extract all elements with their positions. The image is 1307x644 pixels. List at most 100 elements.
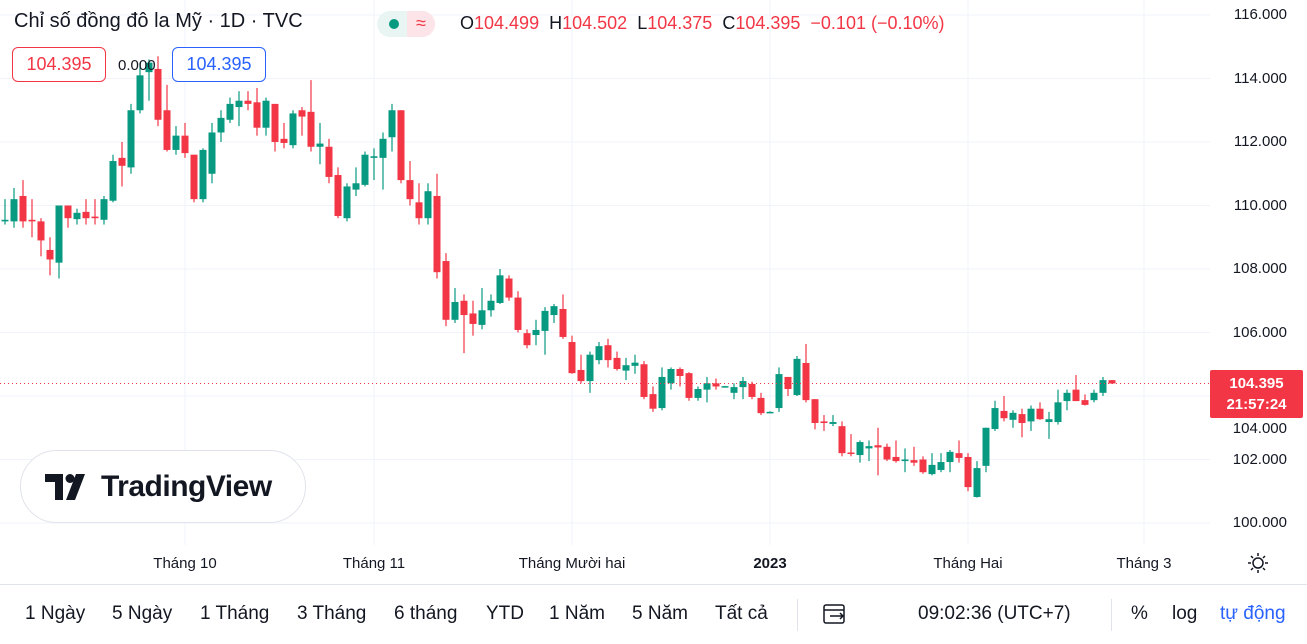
range-1-month[interactable]: 1 Tháng [200,603,270,624]
market-open-dot-icon [389,19,399,29]
candle-body [487,300,495,311]
buy-button[interactable]: 104.395 [172,47,266,82]
candle [892,440,900,463]
candle [1027,405,1035,431]
candle-body [604,345,612,361]
candle [1054,389,1062,425]
candle-body [802,362,810,401]
candle [955,440,963,463]
candle [604,338,612,368]
candle-body [280,138,288,143]
range-3-months[interactable]: 3 Tháng [297,603,367,624]
candle-body [1045,419,1053,423]
candle [658,367,666,411]
candle-body [865,446,873,449]
price-tick-label: 100.000 [1232,514,1287,531]
candle [811,399,819,430]
auto-scale-toggle[interactable]: tự động [1220,603,1286,624]
candle-body [757,397,765,414]
candle-body [82,211,90,219]
candle [343,183,351,222]
range-1-year[interactable]: 1 Năm [549,603,605,624]
candle [946,449,954,473]
time-tick-label: Tháng 11 [342,555,406,572]
candle-body [298,110,306,117]
settings-sun-icon[interactable] [1247,552,1269,574]
candle [910,446,918,466]
candle-body [568,342,576,374]
candle-body [946,451,954,463]
candle-body [190,154,198,200]
candle-body [1027,408,1035,422]
candle-body [244,100,252,104]
symbol-title[interactable]: Chỉ số đồng đô la Mỹ · 1D · TVC [14,10,303,32]
candle [748,381,756,400]
candle-body [658,376,666,409]
candle [622,357,630,381]
candle-body [496,275,504,303]
range-ytd[interactable]: YTD [486,603,524,624]
candle-body [415,202,423,219]
candle-body [154,68,162,120]
candle [838,421,846,457]
candle [307,80,315,152]
clock-timezone[interactable]: 09:02:36 (UTC+7) [918,603,1071,624]
candle-body [1108,380,1116,384]
candle [361,151,369,187]
candle-body [775,374,783,409]
candle-body [181,135,189,154]
candle [982,427,990,473]
tradingview-logo[interactable]: TradingView [20,450,306,523]
candle-body [64,205,72,219]
market-status-pill[interactable]: ≈ [377,11,435,37]
candle-body [748,383,756,397]
candle [577,354,585,384]
candle [442,253,450,327]
candle-body [514,297,522,330]
candle-body [928,464,936,475]
candle-body [217,117,225,133]
candle [964,453,972,492]
candle-body [73,212,81,220]
sell-button[interactable]: 104.395 [12,47,106,82]
candle [10,188,18,228]
candle [370,148,378,181]
candle-body [1018,414,1026,423]
candle-body [91,216,99,219]
range-1-day[interactable]: 1 Ngày [25,603,86,624]
candle [1000,396,1008,422]
candle-body [1,219,9,222]
range-6-months[interactable]: 6 tháng [394,603,458,624]
candle [73,208,81,225]
low-label: L [637,13,648,33]
candle [703,376,711,403]
date-range-icon[interactable] [822,602,848,626]
range-all[interactable]: Tất cả [715,603,768,624]
percent-scale-toggle[interactable]: % [1131,603,1148,624]
candle [1090,389,1098,403]
candle-body [901,459,909,462]
candle-body [451,302,459,320]
candle [550,303,558,323]
candle-body [559,309,567,337]
candle-body [874,445,882,448]
candle-body [937,462,945,470]
bar-countdown: 21:57:24 [1226,396,1287,413]
candle-body [397,110,405,181]
candle-body [991,408,999,430]
candle-body [595,346,603,361]
candle [901,448,909,473]
candlestick-chart[interactable] [0,0,1307,584]
candle [37,218,45,257]
candle [568,335,576,374]
candle [415,183,423,225]
range-5-years[interactable]: 5 Năm [632,603,688,624]
candle [145,59,153,101]
log-scale-toggle[interactable]: log [1172,603,1198,624]
candle-body [109,161,117,201]
delayed-data-icon: ≈ [407,11,435,37]
range-5-days[interactable]: 5 Ngày [112,603,173,624]
time-tick-label: Tháng 3 [1116,555,1172,572]
candle [1036,402,1044,420]
candle [640,361,648,400]
